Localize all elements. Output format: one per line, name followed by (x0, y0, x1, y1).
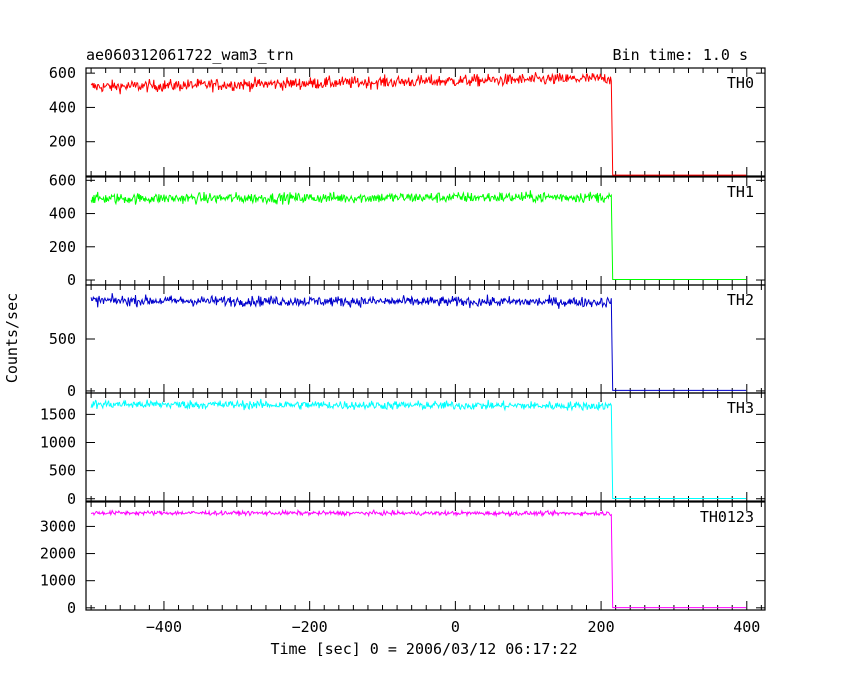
chart-title: ae060312061722_wam3_trn (86, 46, 294, 64)
y-tick-label-TH2-500: 500 (49, 330, 76, 348)
y-tick-label-TH1-600: 600 (49, 171, 76, 189)
series-label-TH2: TH2 (727, 291, 754, 309)
series-label-TH3: TH3 (727, 399, 754, 417)
y-tick-label-TH0123-0: 0 (67, 599, 76, 617)
y-tick-label-TH1-0: 0 (67, 271, 76, 289)
x-tick-label-400: 400 (733, 618, 760, 636)
y-tick-label-TH1-200: 200 (49, 238, 76, 256)
series-label-TH1: TH1 (727, 183, 754, 201)
y-tick-label-TH0123-2000: 2000 (40, 545, 76, 563)
y-tick-label-TH1-400: 400 (49, 205, 76, 223)
series-line-TH2 (90, 293, 747, 391)
x-tick-label-0: 0 (451, 618, 460, 636)
x-tick-label--200: −200 (292, 618, 328, 636)
series-line-TH0 (90, 72, 747, 176)
y-tick-label-TH2-0: 0 (67, 382, 76, 400)
y-tick-label-TH3-500: 500 (49, 462, 76, 480)
y-tick-label-TH3-1000: 1000 (40, 434, 76, 452)
y-tick-label-TH3-1500: 1500 (40, 405, 76, 423)
y-tick-label-TH0123-1000: 1000 (40, 572, 76, 590)
panel-frame-TH1 (85, 176, 766, 286)
panel-frame-TH3 (85, 392, 766, 502)
panels: 200 400 600 TH0 0 200 400 600 TH1 0 500 TH2 0 500 1000… (40, 64, 766, 636)
y-tick-label-TH0123-3000: 3000 (40, 517, 76, 535)
y-axis-label: Counts/sec (3, 293, 21, 383)
y-tick-label-TH0-400: 400 (49, 98, 76, 116)
series-label-TH0123: TH0123 (700, 508, 754, 526)
y-tick-label-TH0-200: 200 (49, 133, 76, 151)
bin-time-label: Bin time: 1.0 s (613, 46, 748, 64)
series-line-TH0123 (90, 508, 747, 609)
y-tick-label-TH3-0: 0 (67, 490, 76, 508)
panel-frame-TH0 (85, 67, 766, 177)
x-axis-label: Time [sec] 0 = 2006/03/12 06:17:22 (270, 640, 577, 658)
series-line-TH3 (90, 398, 747, 499)
x-tick-label--400: −400 (146, 618, 182, 636)
series-label-TH0: TH0 (727, 74, 754, 92)
series-line-TH1 (90, 190, 747, 280)
y-tick-label-TH0-600: 600 (49, 64, 76, 82)
panel-frame-TH0123 (85, 501, 766, 611)
x-tick-label-200: 200 (588, 618, 615, 636)
